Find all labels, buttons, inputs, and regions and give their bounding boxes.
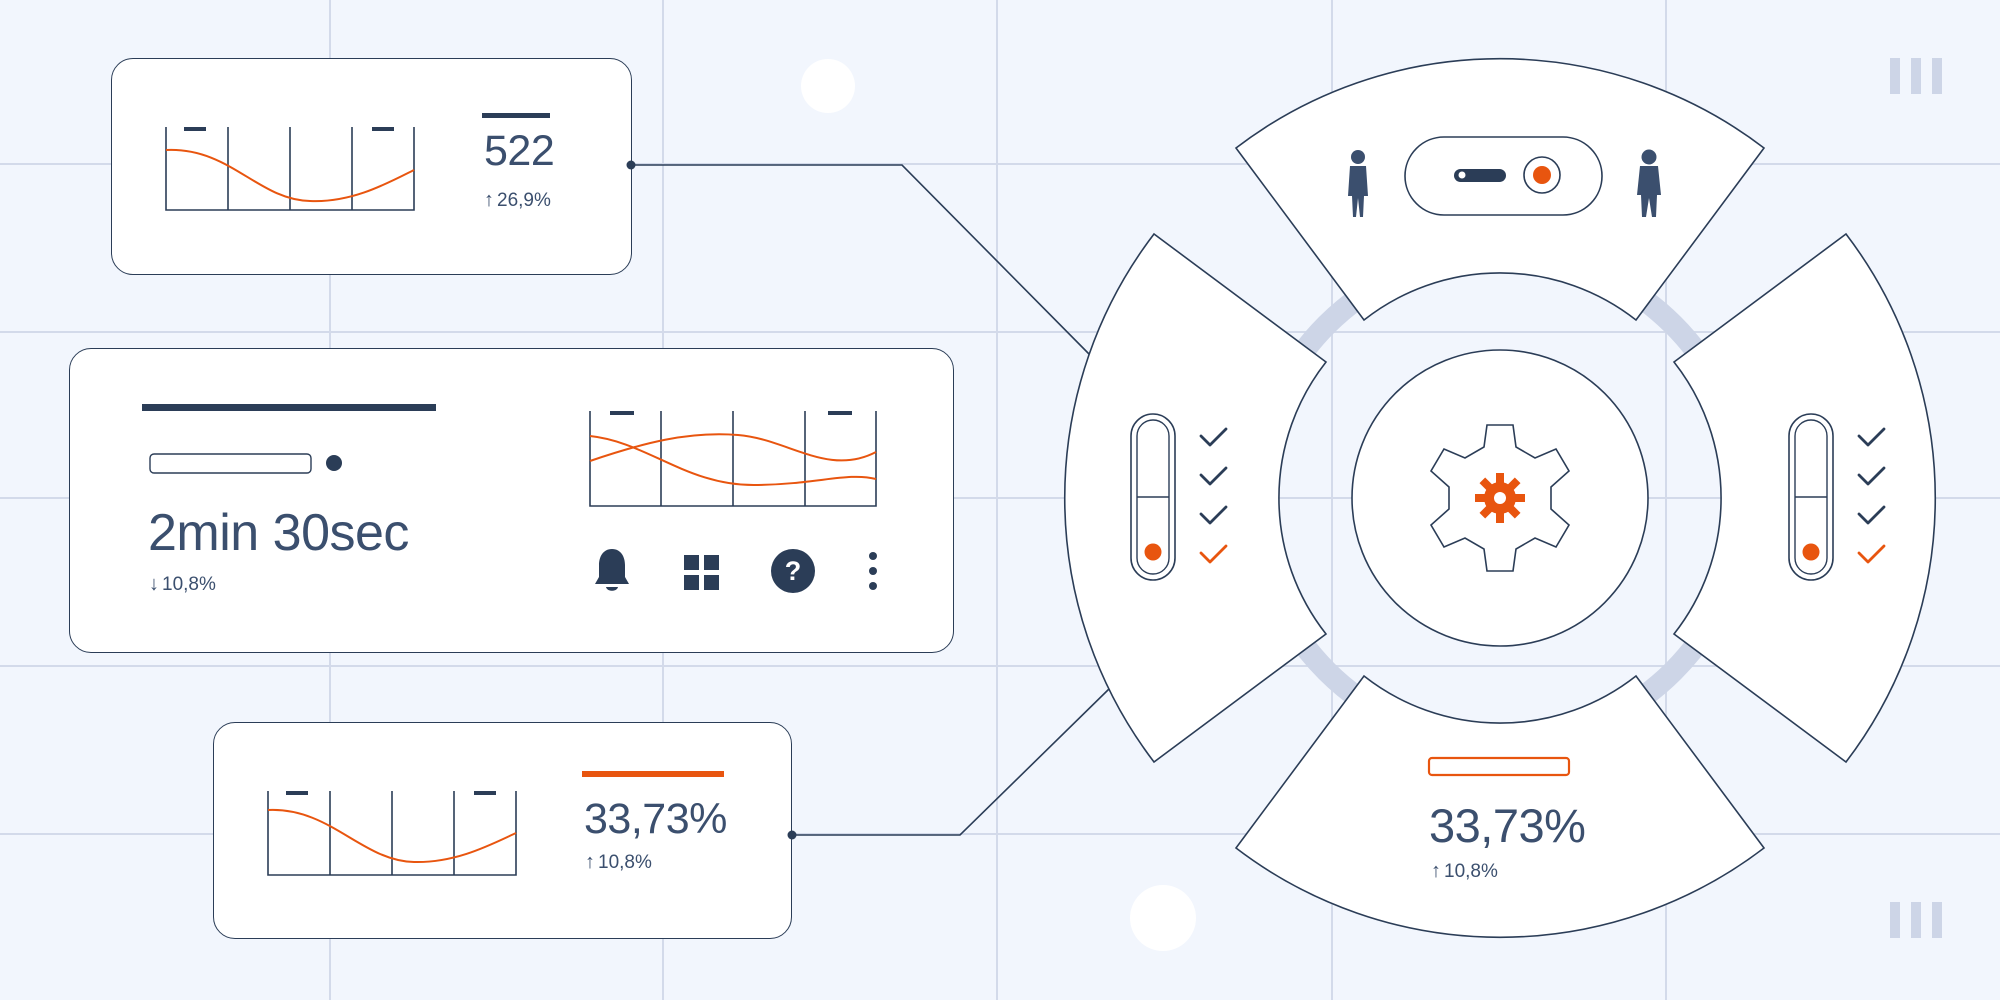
more-vert-icon[interactable] <box>865 548 881 594</box>
decor-dot <box>801 59 855 113</box>
wheel-segment-top <box>1234 58 1766 322</box>
metric-delta: ↑ 26,9% <box>484 189 551 212</box>
arrow-up-icon: ↑ <box>585 851 595 873</box>
wheel-bottom-value: 33,73% <box>1429 799 1586 852</box>
person-icon <box>1348 150 1368 217</box>
gear-icon[interactable] <box>1429 424 1571 572</box>
arrow-up-icon: ↑ <box>1431 860 1441 882</box>
decor-bars <box>1890 58 1942 938</box>
vertical-slider-icon[interactable] <box>1788 413 1834 581</box>
checklist <box>1199 427 1228 564</box>
metric-value: 33,73% <box>584 795 727 843</box>
check-icon <box>1857 427 1886 447</box>
person-icon <box>1637 149 1661 217</box>
metric-delta: ↑ 10,8% <box>585 851 652 874</box>
connector-node <box>787 830 797 840</box>
checklist <box>1857 427 1886 564</box>
svg-text:?: ? <box>785 556 802 586</box>
wheel-bottom-delta: ↑ 10,8% <box>1431 860 1498 883</box>
metric-delta-value: 10,8% <box>598 852 652 873</box>
bell-icon[interactable] <box>592 547 632 593</box>
apps-grid-icon[interactable] <box>682 553 722 593</box>
wheel-segment-bottom <box>1234 674 1766 938</box>
dual-line-chart <box>589 411 877 507</box>
label-placeholder-bar <box>482 113 550 118</box>
check-icon <box>1857 505 1886 525</box>
arrow-up-icon: ↑ <box>484 189 494 211</box>
metric-card-bottom: 33,73% ↑ 10,8% <box>213 722 792 939</box>
metric-delta-value: 10,8% <box>162 574 216 595</box>
title-placeholder-bar <box>142 404 436 411</box>
metric-card-top: 522 ↑ 26,9% <box>111 58 632 275</box>
arrow-down-icon: ↓ <box>149 573 159 595</box>
metric-card-middle: 2min 30sec ↓ 10,8% ? <box>69 348 954 653</box>
connector-lines <box>631 164 1111 836</box>
check-accent-icon <box>1857 544 1886 564</box>
toggle-switch-icon[interactable] <box>1404 136 1603 216</box>
check-accent-icon <box>1199 544 1228 564</box>
metric-delta: ↓ 10,8% <box>149 573 216 596</box>
wheel-bottom-delta-value: 10,8% <box>1444 861 1498 882</box>
metric-delta-value: 26,9% <box>497 190 551 211</box>
wheel-segment-right <box>1672 232 1936 764</box>
mini-line-chart <box>165 113 550 211</box>
mini-line-chart <box>267 771 724 876</box>
connector-node <box>626 160 636 170</box>
check-icon <box>1199 427 1228 447</box>
check-icon <box>1199 505 1228 525</box>
decor-dot <box>1130 885 1196 951</box>
metric-value: 522 <box>484 127 555 175</box>
help-icon[interactable]: ? <box>770 548 816 594</box>
metric-value: 2min 30sec <box>148 504 409 562</box>
progress-track <box>149 453 312 474</box>
vertical-slider-icon[interactable] <box>1130 413 1176 581</box>
accent-label-bar <box>1427 756 1571 777</box>
middle-card-graphics <box>142 404 877 507</box>
wheel-hub <box>1351 349 1649 647</box>
check-icon <box>1857 466 1886 486</box>
wheel-segment-left <box>1064 232 1328 764</box>
check-icon <box>1199 466 1228 486</box>
progress-dot <box>326 455 342 471</box>
accent-label-bar <box>582 771 724 777</box>
